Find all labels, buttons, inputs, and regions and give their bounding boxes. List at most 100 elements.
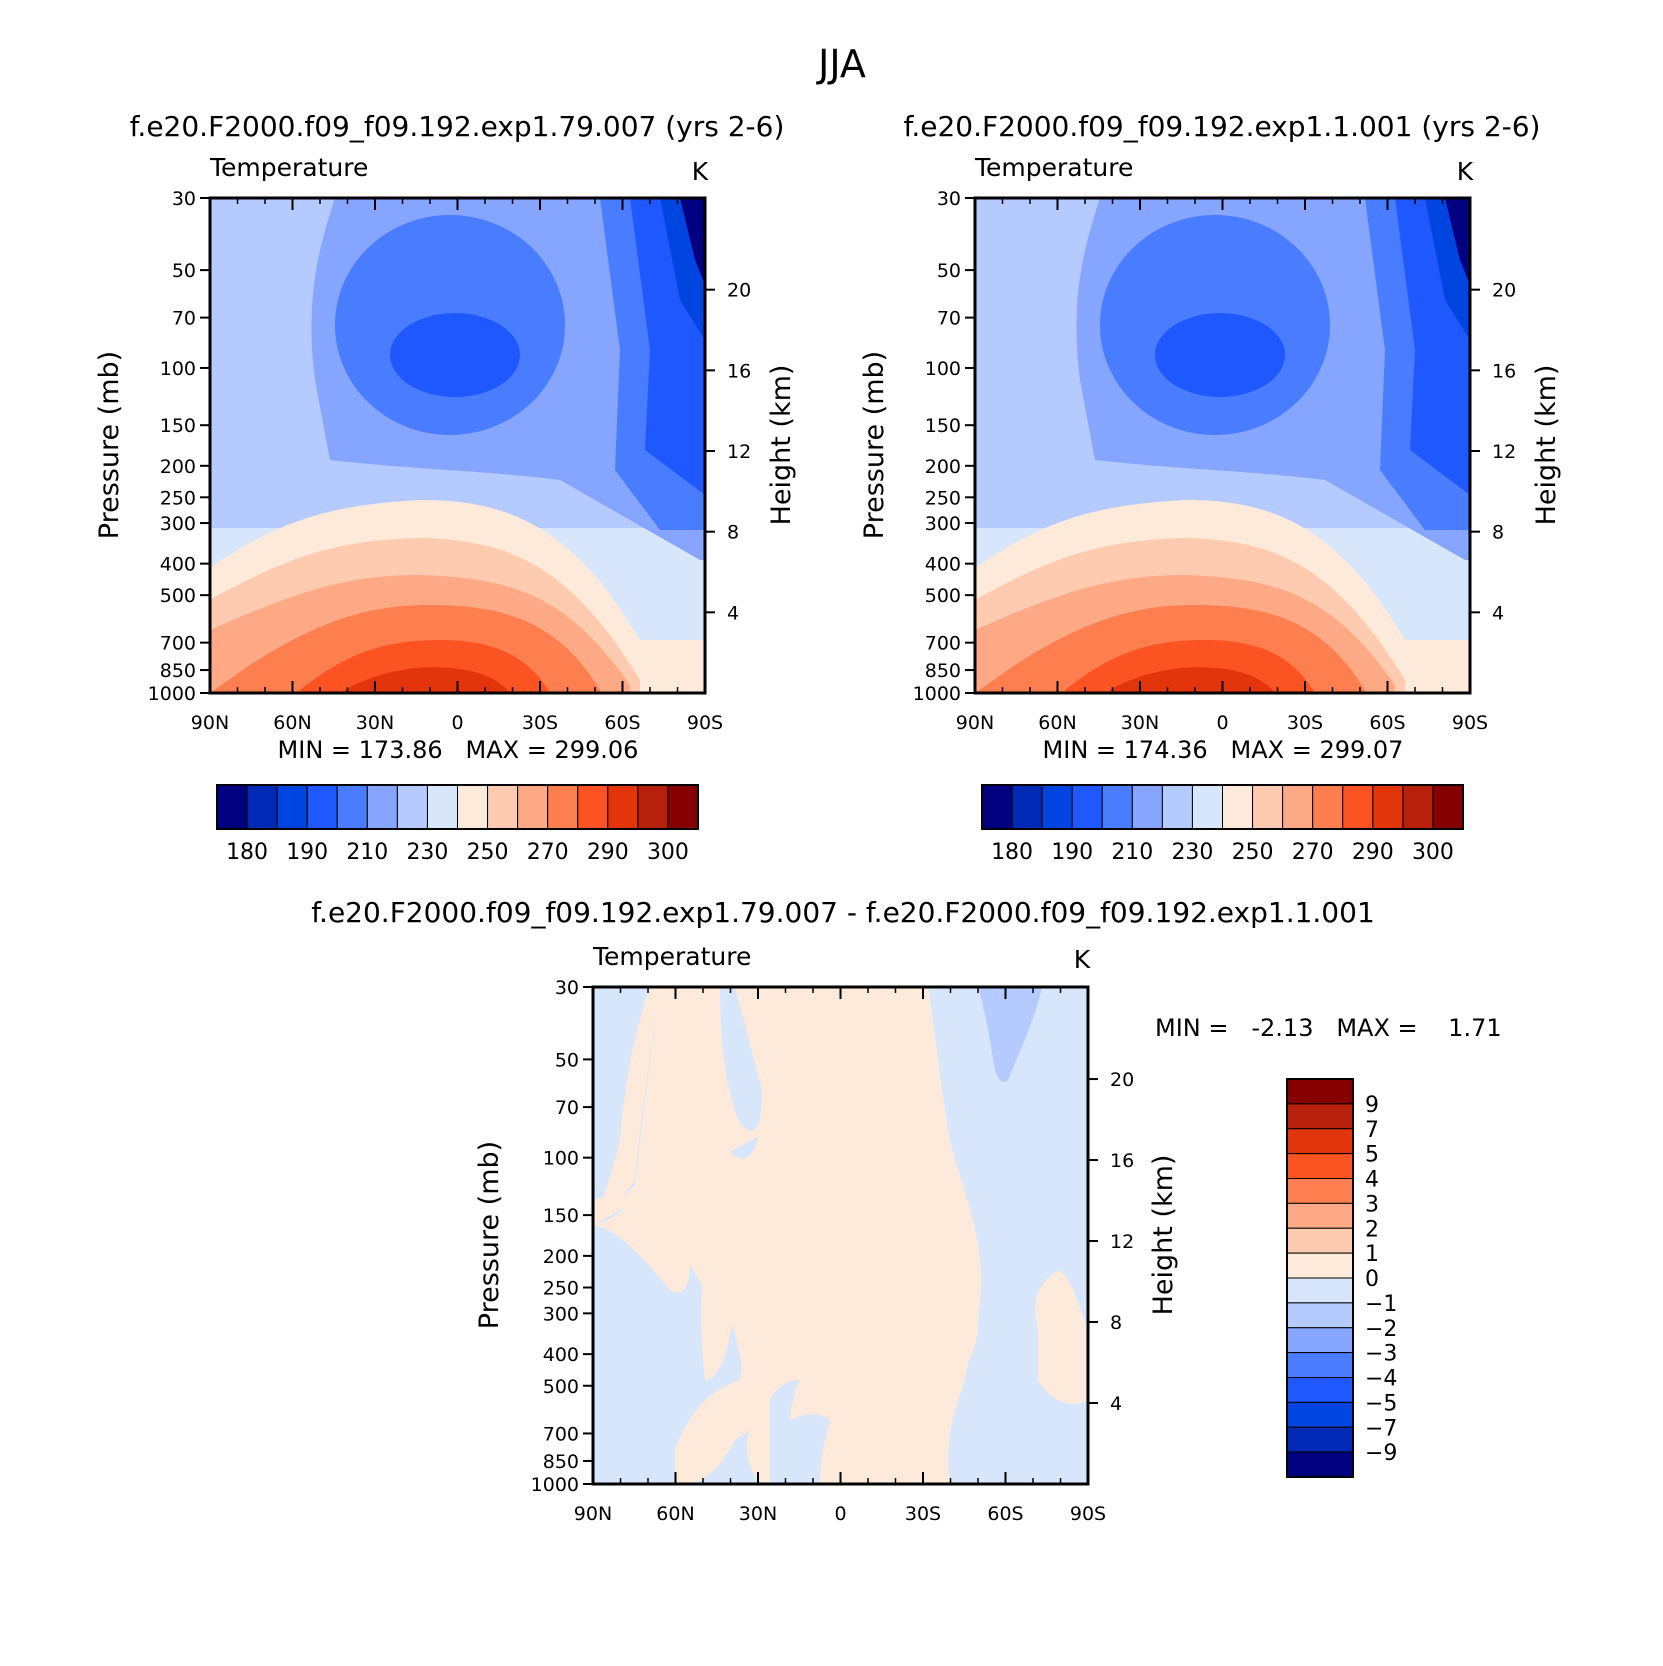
y-tick-label: 150 (543, 1205, 579, 1227)
colorbar-label: 300 (647, 840, 689, 865)
colorbar-label: −3 (1365, 1342, 1397, 1367)
panel-a-variable: Temperature (209, 153, 368, 182)
y-tick-label: 50 (555, 1049, 579, 1071)
colorbar-swatch (637, 784, 669, 830)
y-tick-label: 150 (160, 415, 196, 437)
diff-band-5 (1035, 1270, 1088, 1404)
field-band-14 (345, 667, 510, 693)
panel-b-title: f.e20.F2000.f09_f09.192.exp1.1.001 (yrs … (904, 110, 1541, 143)
colorbar-swatch (667, 784, 699, 830)
colorbar-swatch (1402, 784, 1434, 830)
y-tick-label: 850 (160, 660, 196, 682)
colorbar-swatch (1041, 784, 1073, 830)
colorbar-label: 190 (1051, 840, 1093, 865)
panel-diff-units: K (1074, 945, 1091, 974)
field-band-8 (1445, 198, 1470, 285)
colorbar-swatch (396, 784, 428, 830)
colorbar-swatch (306, 784, 338, 830)
y-tick-label: 850 (543, 1451, 579, 1473)
field-band-4 (1155, 313, 1285, 397)
y-tick-label: 300 (925, 513, 961, 535)
colorbar-swatch (1286, 1202, 1354, 1229)
y-tick-label: 400 (925, 554, 961, 576)
x-tick-label: 0 (451, 712, 463, 734)
colorbar-swatch (336, 784, 368, 830)
height-tick-label: 8 (727, 522, 739, 544)
colorbar-label: 3 (1365, 1192, 1379, 1217)
y-tick-label: 30 (172, 188, 196, 210)
colorbar-swatch (1286, 1153, 1354, 1179)
y-tick-label: 100 (925, 358, 961, 380)
panel-diff-ylabel: Pressure (mb) (474, 1141, 505, 1329)
colorbar-swatch (1101, 784, 1133, 830)
y-tick-label: 850 (925, 660, 961, 682)
height-tick-label: 4 (727, 602, 739, 624)
colorbar-swatch (1286, 1377, 1354, 1403)
colorbar-swatch (276, 784, 308, 830)
panel-a: f.e20.F2000.f09_f09.192.exp1.79.007 (yrs… (94, 110, 797, 865)
y-tick-label: 70 (172, 308, 196, 330)
colorbar-label: 270 (527, 840, 569, 865)
x-tick-label: 60S (604, 712, 640, 734)
height-tick-label: 8 (1492, 522, 1504, 544)
colorbar-swatch (1011, 784, 1043, 830)
panel-diff-title: f.e20.F2000.f09_f09.192.exp1.79.007 - f.… (311, 896, 1375, 929)
height-tick-label: 8 (1110, 1312, 1122, 1334)
colorbar-swatch (1342, 784, 1374, 830)
y-tick-label: 30 (937, 188, 961, 210)
colorbar-label: −2 (1365, 1317, 1397, 1342)
colorbar-label: 4 (1365, 1168, 1379, 1193)
colorbar-label: −1 (1365, 1292, 1397, 1317)
x-tick-label: 90N (191, 712, 229, 734)
height-tick-label: 16 (727, 360, 751, 382)
colorbar-label: 230 (1171, 840, 1213, 865)
x-tick-label: 0 (834, 1503, 846, 1525)
x-tick-label: 60N (656, 1503, 694, 1525)
height-tick-label: 16 (1110, 1150, 1134, 1172)
colorbar-label: −7 (1365, 1416, 1397, 1441)
colorbar-label: 290 (587, 840, 629, 865)
colorbar-swatch (1286, 1078, 1354, 1105)
height-tick-label: 20 (1492, 280, 1516, 302)
colorbar-swatch (1191, 784, 1223, 830)
figure-title: JJA (816, 42, 866, 86)
y-tick-label: 300 (160, 513, 196, 535)
colorbar-label: 180 (226, 840, 268, 865)
colorbar-swatch (366, 784, 398, 830)
y-tick-label: 1000 (148, 683, 196, 705)
y-tick-label: 700 (925, 633, 961, 655)
x-tick-label: 30S (522, 712, 558, 734)
colorbar-label: 250 (467, 840, 509, 865)
y-tick-label: 400 (543, 1344, 579, 1366)
colorbar-label: −4 (1365, 1367, 1397, 1392)
colorbar-swatch (1286, 1252, 1354, 1279)
y-tick-label: 70 (937, 308, 961, 330)
y-tick-label: 250 (543, 1278, 579, 1300)
colorbar-frame (216, 784, 699, 830)
y-tick-label: 250 (925, 487, 961, 509)
x-tick-label: 60N (1038, 712, 1076, 734)
colorbar-label: 230 (406, 840, 448, 865)
height-tick-label: 12 (1492, 441, 1516, 463)
x-tick-label: 60S (987, 1503, 1023, 1525)
panel-a-ylabel: Pressure (mb) (94, 351, 125, 539)
panel-a-title: f.e20.F2000.f09_f09.192.exp1.79.007 (yrs… (130, 110, 785, 143)
height-tick-label: 12 (1110, 1231, 1134, 1253)
y-tick-label: 30 (555, 977, 579, 999)
colorbar-frame (981, 784, 1464, 830)
colorbar-swatch (981, 784, 1013, 830)
panel-a-colorbar: 180 190 210 230 250 270 290 300 (216, 784, 699, 865)
field-band-4 (390, 313, 520, 397)
height-tick-label: 16 (1492, 360, 1516, 382)
y-tick-label: 500 (160, 585, 196, 607)
height-tick-label: 20 (727, 280, 751, 302)
x-tick-label: 60S (1369, 712, 1405, 734)
colorbar-label: 9 (1365, 1093, 1379, 1118)
colorbar-swatch (1286, 1128, 1354, 1155)
colorbar-label: 210 (346, 840, 388, 865)
y-tick-label: 50 (172, 260, 196, 282)
colorbar-swatch (1372, 784, 1404, 830)
y-tick-label: 400 (160, 554, 196, 576)
